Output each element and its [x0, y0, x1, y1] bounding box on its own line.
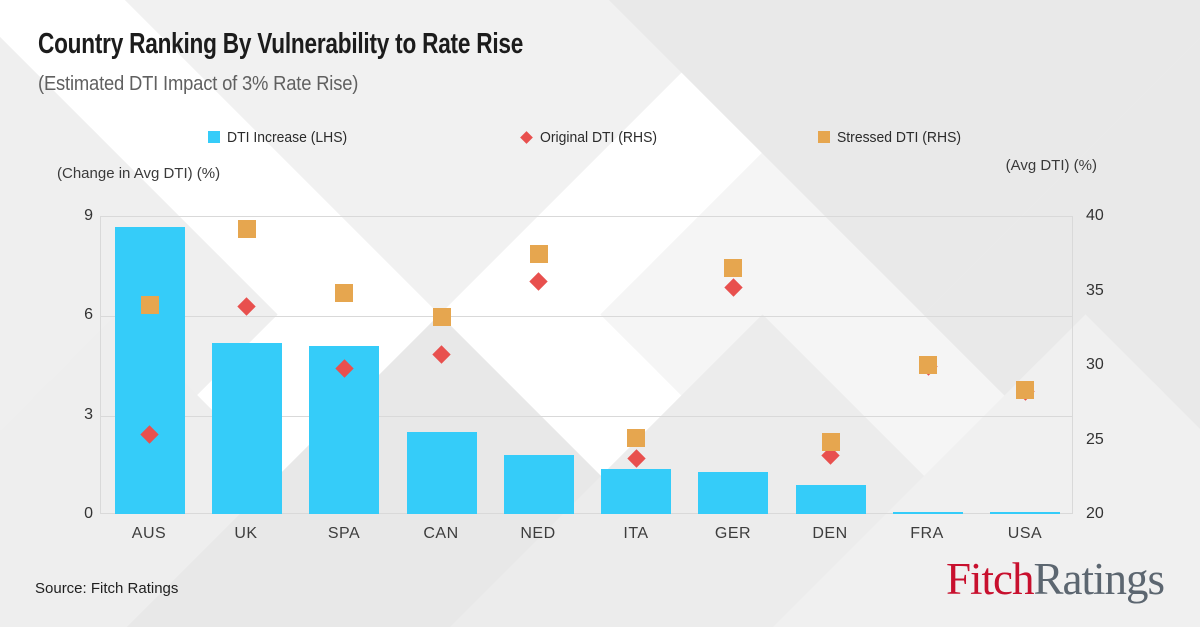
- left-axis-title: (Change in Avg DTI) (%): [57, 165, 221, 182]
- legend-label: Original DTI (RHS): [540, 128, 658, 146]
- left-axis-tick-0: 0: [84, 505, 93, 522]
- right-axis-tick-20: 20: [1086, 505, 1104, 522]
- chart-subtitle: (Estimated DTI Impact of 3% Rate Rise): [38, 73, 359, 95]
- category-label-usa: USA: [1007, 525, 1043, 542]
- logo-fitch: Fitch: [945, 554, 1035, 604]
- right-axis-tick-25: 25: [1086, 431, 1104, 448]
- category-label-ger: GER: [714, 525, 752, 542]
- chart-title: Country Ranking By Vulnerability to Rate…: [38, 28, 524, 60]
- legend-diamond-icon: [520, 130, 533, 144]
- stressed-dti-marker-ita: [627, 429, 645, 447]
- original-dti-marker-ger: [724, 278, 743, 297]
- bar-den: [796, 485, 866, 514]
- original-dti-marker-uk: [237, 297, 256, 316]
- right-axis-tick-35: 35: [1086, 282, 1104, 299]
- right-axis-tick-40: 40: [1086, 207, 1104, 224]
- stressed-dti-marker-ned: [530, 245, 548, 263]
- bar-ita: [601, 469, 671, 514]
- category-label-uk: UK: [234, 525, 258, 542]
- gridline-3: [101, 416, 1072, 417]
- gridline-6: [101, 316, 1072, 317]
- stressed-dti-marker-fra: [919, 356, 937, 374]
- category-label-aus: AUS: [131, 525, 167, 542]
- left-axis-tick-3: 3: [84, 406, 93, 423]
- bar-ned: [504, 455, 574, 514]
- source-note: Source: Fitch Ratings: [35, 580, 179, 597]
- plot-area: [100, 216, 1073, 514]
- left-axis-tick-9: 9: [84, 207, 93, 224]
- legend-square-icon: [818, 131, 830, 143]
- bar-uk: [212, 343, 282, 514]
- category-label-fra: FRA: [910, 525, 944, 542]
- bar-aus: [115, 227, 185, 514]
- stressed-dti-marker-usa: [1016, 381, 1034, 399]
- left-axis-tick-6: 6: [84, 306, 93, 323]
- stressed-dti-marker-can: [433, 308, 451, 326]
- category-label-ned: NED: [520, 525, 556, 542]
- legend-item-stressed-dti: Stressed DTI (RHS): [818, 128, 970, 146]
- legend-item-original-dti: Original DTI (RHS): [520, 128, 666, 146]
- legend-item-dti-increase: DTI Increase (LHS): [208, 128, 356, 146]
- legend-label: DTI Increase (LHS): [227, 128, 348, 146]
- original-dti-marker-ita: [627, 449, 646, 468]
- category-label-ita: ITA: [623, 525, 649, 542]
- stressed-dti-marker-den: [822, 433, 840, 451]
- category-label-den: DEN: [812, 525, 848, 542]
- fitch-ratings-logo: FitchRatings: [945, 553, 1165, 605]
- bar-ger: [698, 472, 768, 514]
- bar-can: [407, 432, 477, 514]
- logo-ratings: Ratings: [1033, 554, 1165, 604]
- bar-usa: [990, 512, 1060, 514]
- stressed-dti-marker-ger: [724, 259, 742, 277]
- category-label-can: CAN: [423, 525, 459, 542]
- category-label-spa: SPA: [327, 525, 361, 542]
- original-dti-marker-ned: [529, 272, 548, 291]
- stressed-dti-marker-spa: [335, 284, 353, 302]
- right-axis-tick-30: 30: [1086, 356, 1104, 373]
- stressed-dti-marker-uk: [238, 220, 256, 238]
- bar-fra: [893, 512, 963, 514]
- legend-square-icon: [208, 131, 220, 143]
- right-axis-title: (Avg DTI) (%): [1005, 157, 1097, 174]
- stressed-dti-marker-aus: [141, 296, 159, 314]
- original-dti-marker-can: [432, 345, 451, 364]
- legend-label: Stressed DTI (RHS): [837, 128, 962, 146]
